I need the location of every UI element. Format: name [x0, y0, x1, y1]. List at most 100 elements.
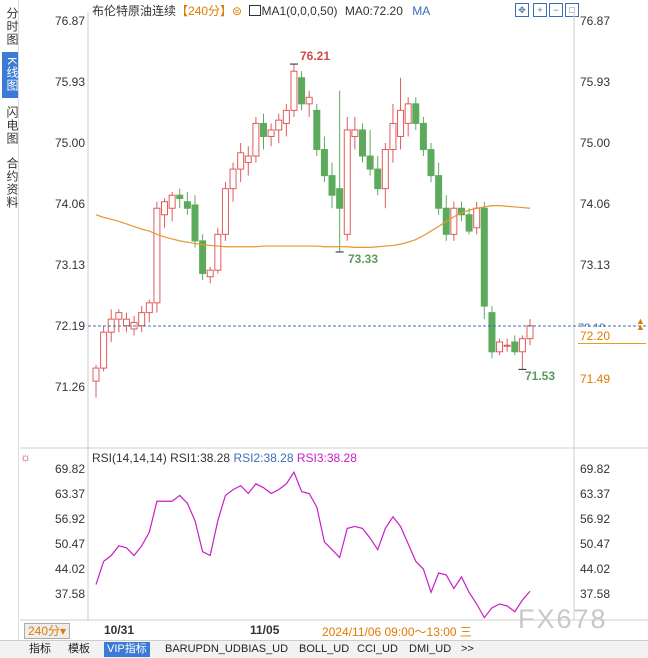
candle-body	[503, 344, 511, 347]
candle-body	[412, 103, 420, 124]
rsi-tick-right: 50.47	[580, 537, 611, 552]
candle	[237, 143, 245, 183]
candle	[381, 143, 389, 209]
low-annotation: 71.53	[525, 369, 556, 383]
rsi-tick-right: 37.58	[580, 587, 611, 601]
price-tick-left: 71.26	[55, 380, 86, 394]
candle	[176, 188, 184, 209]
candle	[427, 143, 435, 183]
tab-templates[interactable]: 模板	[68, 643, 90, 655]
tab-cci[interactable]: CCI_UD	[357, 643, 398, 655]
candle	[419, 116, 427, 157]
candle-body	[168, 194, 176, 209]
candle	[465, 208, 473, 235]
candle-body	[366, 155, 374, 170]
candle	[366, 129, 374, 176]
candle-body	[176, 194, 184, 199]
candle-body	[267, 129, 275, 137]
last-price-tag: 72.20	[578, 327, 646, 344]
candle	[260, 113, 268, 150]
rsi3-value: RSI3:38.28	[296, 451, 357, 465]
fullscreen-icon[interactable]: □	[565, 3, 579, 17]
candle-body	[488, 312, 496, 353]
zoom-in-icon[interactable]: +	[533, 3, 547, 17]
rsi-tick-right: 69.82	[580, 462, 611, 476]
tab-vip-indicators[interactable]: VIP指标	[104, 642, 150, 657]
cursor-time: 2024/11/06 09:00～13:00 三	[322, 625, 472, 639]
tab-contract-info[interactable]: 合约资料	[5, 157, 19, 209]
candle-body	[229, 168, 237, 190]
candle-body	[313, 109, 321, 151]
candle	[298, 71, 306, 111]
date-label-2: 11/05	[250, 623, 280, 637]
zoom-out-icon[interactable]: −	[549, 3, 563, 17]
tab-more[interactable]: >>	[461, 643, 474, 655]
indicator-tab-bar: 指标 模板 VIP指标 BARUPDN_UD BIAS_UD BOLL_UD C…	[0, 640, 648, 658]
tab-indicators[interactable]: 指标	[29, 643, 51, 655]
period-dropdown[interactable]: 240分▾	[24, 623, 70, 639]
tab-minute-chart[interactable]: 分时图	[5, 6, 19, 46]
candle-body	[298, 77, 306, 105]
candle-body	[389, 122, 397, 151]
candle	[229, 162, 237, 202]
tab-tick-chart[interactable]: 闪电图	[5, 105, 19, 145]
candle	[412, 97, 420, 130]
candle	[343, 116, 351, 241]
ma-indicator-icon[interactable]	[249, 5, 262, 16]
candle-body	[115, 312, 123, 320]
scroll-up-icon[interactable]: ▲ ▲	[636, 316, 645, 332]
candle	[473, 201, 481, 235]
candle-body	[496, 341, 504, 353]
instrument-title: 布伦特原油连续	[92, 4, 177, 18]
period-label[interactable]: 【240分】	[176, 4, 233, 18]
ma50-line	[95, 205, 531, 248]
rsi-settings-icon[interactable]: ☼	[20, 450, 31, 464]
candle-body	[153, 207, 161, 304]
candle-body	[191, 204, 199, 242]
candle	[145, 299, 153, 323]
candle	[511, 335, 519, 356]
candle	[358, 123, 366, 163]
candle	[313, 103, 321, 157]
candle	[404, 97, 412, 137]
candle	[389, 103, 397, 163]
candle	[336, 90, 344, 252]
candle-body	[480, 207, 488, 307]
candle-body	[100, 331, 108, 369]
candle	[351, 116, 359, 150]
ma-params: MA1(0,0,0,50)	[261, 4, 338, 18]
candle	[244, 146, 252, 176]
settings-icon[interactable]: ⊜	[232, 4, 243, 18]
tab-bias[interactable]: BIAS_UD	[241, 643, 289, 655]
tab-dmi[interactable]: DMI_UD	[409, 643, 452, 655]
candle-body	[518, 338, 526, 353]
tab-boll[interactable]: BOLL_UD	[299, 643, 350, 655]
candle	[526, 319, 534, 346]
candle-body	[244, 155, 252, 164]
candle	[290, 64, 298, 117]
tab-kline-chart[interactable]: K线图	[2, 52, 19, 98]
candle	[488, 306, 496, 359]
candle-body	[404, 103, 412, 124]
last-price-value: 72.20	[580, 329, 611, 343]
price-tick-right: 74.06	[580, 197, 611, 212]
candle	[496, 338, 504, 356]
price-tick-left: 75.00	[55, 136, 86, 150]
candle-body	[199, 240, 207, 274]
candle	[221, 182, 229, 241]
candle-body	[320, 149, 328, 177]
chart-header: 布伦特原油连续【240分】⊜ MA1(0,0,0,50) MA0:72.20 M…	[92, 2, 430, 19]
rsi-tick-right: 63.37	[580, 487, 611, 501]
candle	[168, 191, 176, 222]
tab-barupdn[interactable]: BARUPDN_UD	[165, 643, 241, 655]
rsi-tick-left: 69.82	[55, 462, 86, 476]
candle	[397, 77, 405, 150]
candle	[503, 338, 511, 352]
ma-tag[interactable]: MA	[412, 4, 431, 18]
price-tick-left: 75.93	[55, 75, 86, 90]
candle-body	[427, 149, 435, 177]
price-tick-left: 72.19	[55, 319, 86, 334]
price-tick-left: 73.13	[55, 258, 86, 272]
move-icon[interactable]: ✥	[515, 3, 529, 17]
